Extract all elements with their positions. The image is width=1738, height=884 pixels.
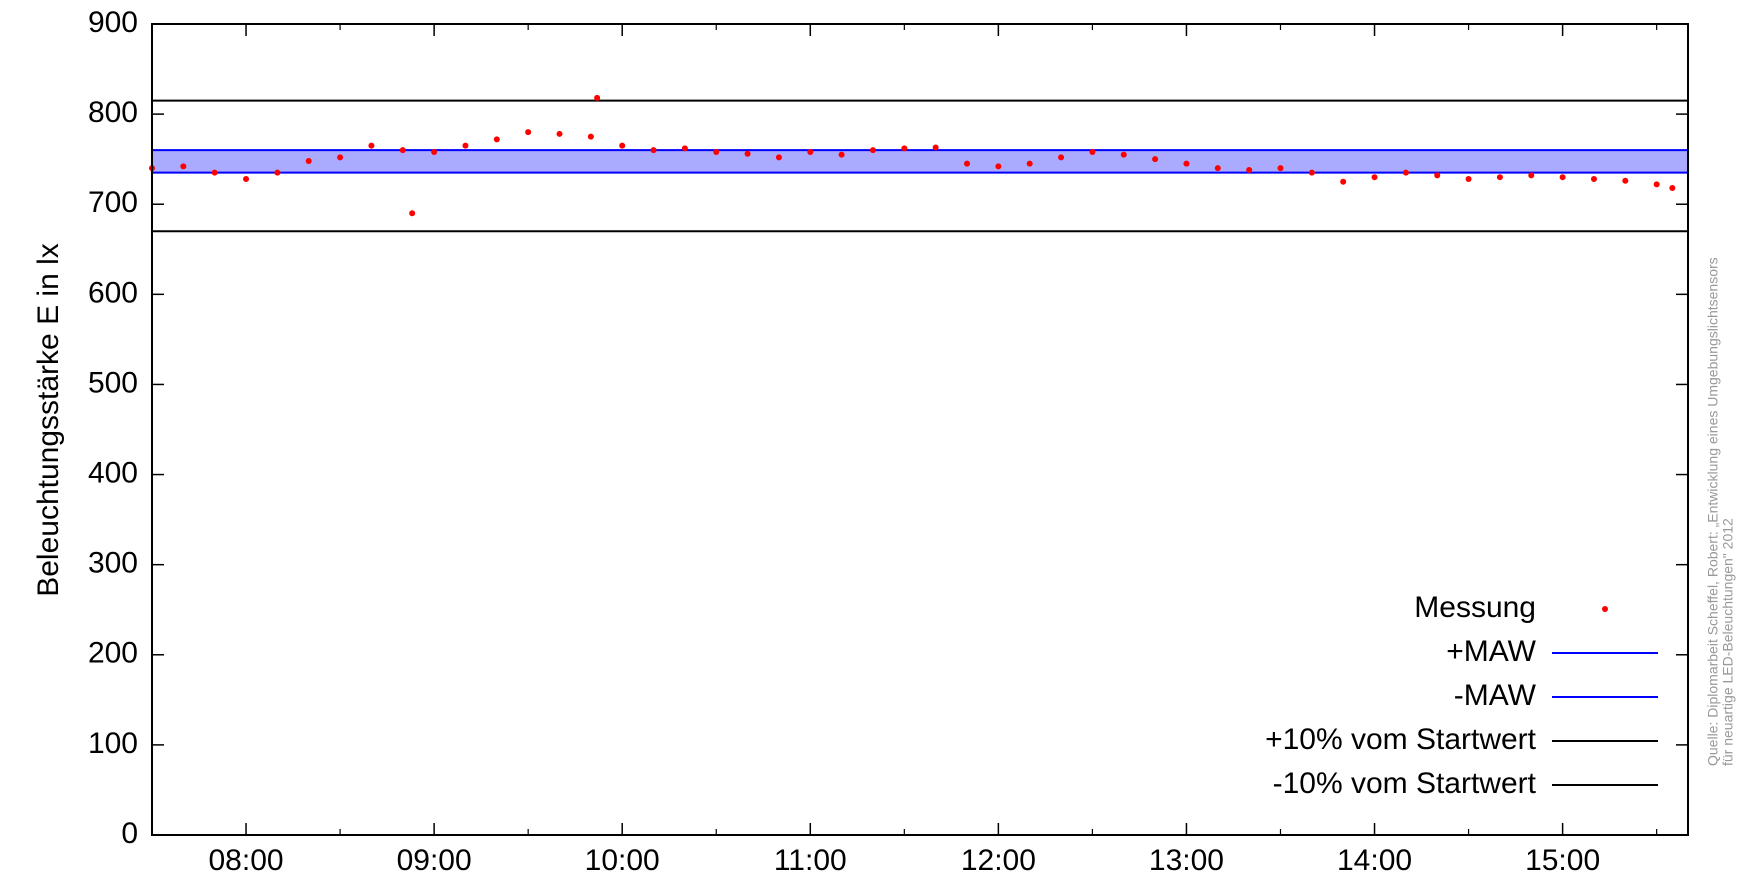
data-point xyxy=(1496,174,1503,181)
y-tick-label: 200 xyxy=(88,637,138,670)
y-tick-label: 800 xyxy=(88,96,138,129)
data-point xyxy=(243,175,250,182)
y-tick-label: 0 xyxy=(121,817,138,850)
source-note: für neuartige LED-Beleuchtungen" 2012 xyxy=(1720,518,1736,766)
data-point xyxy=(368,142,375,149)
data-point xyxy=(744,150,751,157)
x-tick-label: 13:00 xyxy=(1149,844,1224,877)
data-point xyxy=(650,147,657,154)
x-tick-label: 14:00 xyxy=(1337,844,1412,877)
y-tick-label: 900 xyxy=(88,6,138,39)
data-point xyxy=(493,136,500,143)
y-tick-label: 500 xyxy=(88,366,138,399)
data-point xyxy=(1622,177,1629,184)
data-point xyxy=(1402,169,1409,176)
data-point xyxy=(1026,160,1033,167)
data-point xyxy=(1590,175,1597,182)
data-point xyxy=(932,144,939,151)
data-point xyxy=(901,145,908,152)
data-point xyxy=(337,154,344,161)
y-tick-label: 600 xyxy=(88,276,138,309)
data-point xyxy=(775,154,782,161)
data-point xyxy=(1528,172,1535,179)
data-point xyxy=(807,148,814,155)
legend-label: Messung xyxy=(1414,591,1536,624)
x-tick-label: 09:00 xyxy=(397,844,472,877)
y-tick-label: 100 xyxy=(88,727,138,760)
data-point xyxy=(1058,154,1065,161)
data-point xyxy=(1152,156,1159,163)
legend-marker xyxy=(1602,606,1608,612)
data-point xyxy=(305,157,312,164)
x-tick-label: 11:00 xyxy=(774,844,847,877)
y-tick-label: 300 xyxy=(88,547,138,580)
data-point xyxy=(1214,165,1221,172)
plot-frame xyxy=(151,23,1689,836)
x-tick-label: 08:00 xyxy=(209,844,284,877)
maw-band xyxy=(152,150,1688,173)
data-point xyxy=(1653,181,1660,188)
y-tick-label: 700 xyxy=(88,186,138,219)
data-point xyxy=(1277,165,1284,172)
legend-label: -MAW xyxy=(1454,679,1537,712)
x-tick-label: 12:00 xyxy=(961,844,1036,877)
data-point xyxy=(1669,185,1676,192)
data-point xyxy=(525,129,532,136)
data-point xyxy=(274,169,281,176)
data-point xyxy=(431,148,438,155)
data-point xyxy=(964,160,971,167)
data-point xyxy=(1465,175,1472,182)
data-point xyxy=(409,210,416,217)
y-axis-label: Beleuchtungsstärke E in lx xyxy=(32,243,65,597)
y-tick-label: 400 xyxy=(88,456,138,489)
data-point xyxy=(995,163,1002,170)
data-point xyxy=(1371,174,1378,181)
data-point xyxy=(211,169,218,176)
data-point xyxy=(619,142,626,149)
source-note: Quelle: Diplomarbeit Scheffel, Robert: „… xyxy=(1705,257,1721,766)
data-point xyxy=(462,142,469,149)
data-point xyxy=(838,151,845,158)
data-point xyxy=(1089,148,1096,155)
data-point xyxy=(1183,160,1190,167)
x-tick-label: 15:00 xyxy=(1525,844,1600,877)
data-point xyxy=(1120,151,1127,158)
legend-label: +10% vom Startwert xyxy=(1265,723,1537,756)
data-point xyxy=(869,147,876,154)
data-point xyxy=(399,147,406,154)
x-tick-label: 10:00 xyxy=(585,844,660,877)
data-point xyxy=(713,148,720,155)
data-point xyxy=(180,163,187,170)
data-point xyxy=(1246,166,1253,173)
data-point xyxy=(1340,178,1347,185)
data-point xyxy=(1559,174,1566,181)
legend-label: -10% vom Startwert xyxy=(1273,767,1537,800)
data-point xyxy=(556,130,563,137)
data-point xyxy=(681,145,688,152)
legend-label: +MAW xyxy=(1446,635,1536,668)
data-point xyxy=(1434,172,1441,179)
data-point xyxy=(594,94,601,101)
data-point xyxy=(1308,169,1315,176)
data-point xyxy=(587,133,594,140)
